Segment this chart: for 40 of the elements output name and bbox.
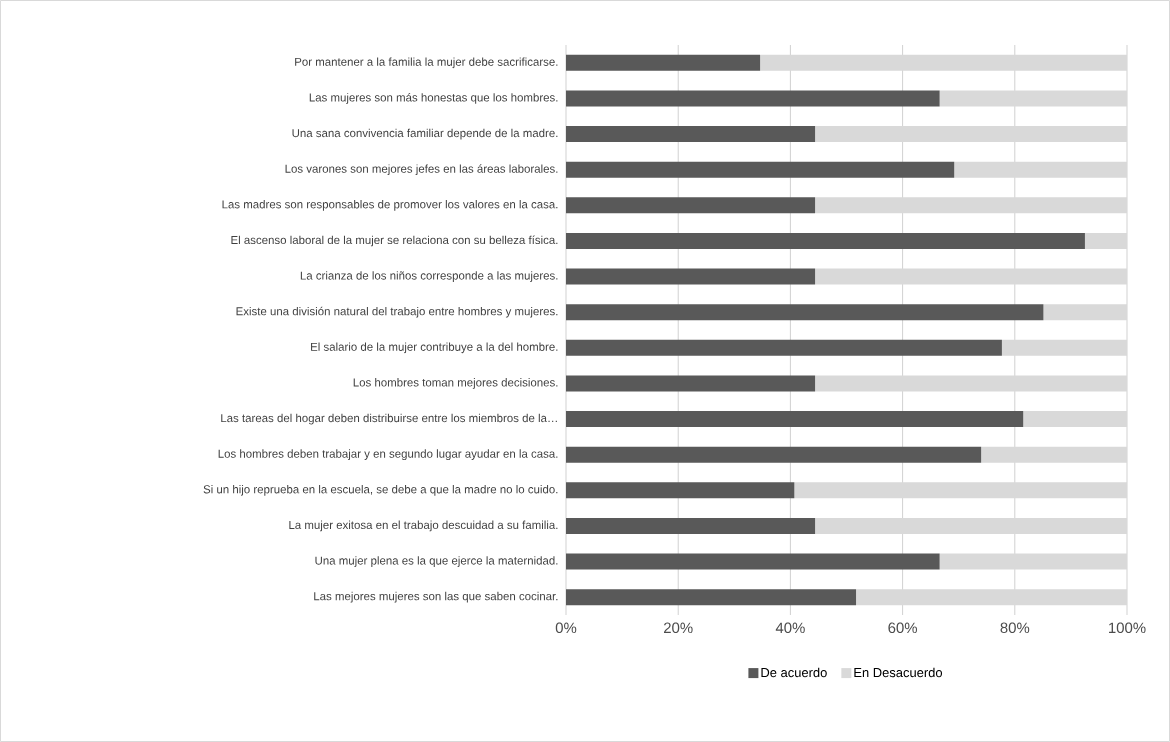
x-tick-label: 100% [1109,622,1146,634]
y-tick-label: Por mantener a la familia la mujer debe sacrificarse. [295,57,558,69]
legend-label: De acuerdo [761,667,827,678]
y-tick-label: Una sana convivencia familiar depende de la madre. [292,128,558,140]
y-tick-label: Existe una división natural del trabajo entre hombres y mujeres. [236,306,558,318]
y-tick-label: Las mujeres son más honestas que los hombres. [309,93,558,104]
y-tick-label: Las tareas del hogar deben distribuirse entre los miembros de la… [221,413,557,425]
bar [566,161,955,178]
y-tick-label: Una mujer plena es la que ejerce la maternidad. [315,556,558,567]
bar [566,197,816,214]
bar [566,304,1044,321]
bar [566,126,816,143]
bar [566,446,982,463]
x-tick-label: 40% [775,622,805,634]
bar [566,411,1024,428]
bar [566,54,761,71]
bar [566,517,816,534]
bar [566,589,857,606]
bar [566,482,795,499]
bar [566,553,940,570]
y-tick-label: El salario de la mujer contribuye a la del hombre. [311,342,558,354]
x-tick-label: 80% [1000,622,1030,634]
y-tick-label: La crianza de los niños corresponde a las mujeres. [300,271,558,282]
bar [566,232,1085,249]
x-tick-label: 20% [664,622,693,634]
legend-label: En Desacuerdo [854,667,943,678]
y-tick-label: El ascenso laboral de la mujer se relaciona con su belleza física. [231,235,558,247]
y-tick-label: La mujer exitosa en el trabajo descuidad a su familia. [289,520,558,532]
y-tick-label: Los hombres deben trabajar y en segundo lugar ayudar en la casa. [218,449,558,461]
x-tick-label: 0% [555,622,577,634]
bar [566,339,1002,356]
y-tick-label: Los varones son mejores jefes en las áreas laborales. [285,164,558,176]
bar [566,268,816,285]
y-tick-label: Los hombres toman mejores decisiones. [353,378,558,389]
x-tick-label: 60% [888,622,918,634]
y-tick-label: Si un hijo reprueba en la escuela, se debe a que la madre no lo cuido. [203,484,558,496]
y-tick-label: Las madres son responsables de promover los valores en la casa. [222,199,558,211]
bar [566,90,940,107]
bar [566,375,816,392]
y-tick-label: Las mejores mujeres son las que saben cocinar. [314,591,558,603]
